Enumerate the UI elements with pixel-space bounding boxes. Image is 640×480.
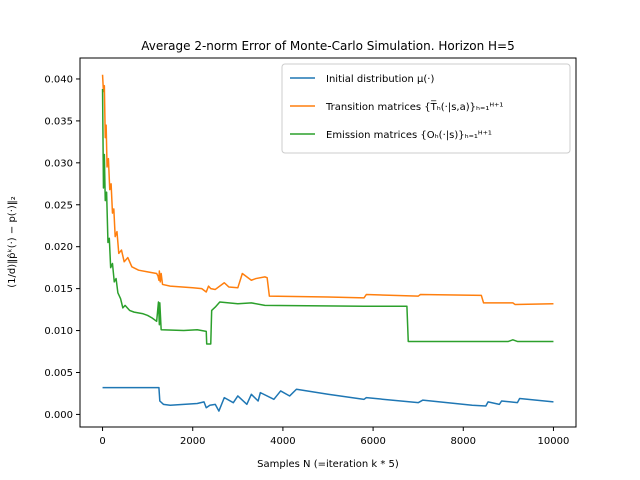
x-tick-label: 6000 xyxy=(360,436,385,447)
x-tick-label: 2000 xyxy=(180,436,205,447)
x-tick-label: 10000 xyxy=(538,436,570,447)
legend-label-3: Emission matrices {Oₕ(·|s)}ₕ₌₁ᴴ⁺¹ xyxy=(326,130,492,141)
chart-title: Average 2-norm Error of Monte-Carlo Simu… xyxy=(141,39,515,53)
y-tick-label: 0.035 xyxy=(44,116,73,127)
series-line-2 xyxy=(101,74,554,306)
series-line-3 xyxy=(101,89,554,345)
y-tick-label: 0.040 xyxy=(44,74,73,85)
legend-label-1: Initial distribution μ(·) xyxy=(326,74,434,85)
x-axis-label: Samples N (=iteration k * 5) xyxy=(257,459,399,470)
legend: Initial distribution μ(·) Transition matr… xyxy=(281,63,571,154)
legend-frame xyxy=(281,63,571,154)
plot-frame xyxy=(79,57,577,428)
y-tick-label: 0.030 xyxy=(44,158,73,169)
plot-area xyxy=(79,57,577,428)
series-line-1 xyxy=(102,386,554,412)
legend-label-2: Transition matrices {T̅ₕ(·|s,a)}ₕ₌₁ᴴ⁺¹ xyxy=(325,100,503,113)
x-tick-label: 4000 xyxy=(270,436,295,447)
y-axis-label: (1/d)‖p̂ᵏ(·) − p(·)‖₂ xyxy=(6,196,18,288)
y-axis: 0.000 0.005 0.010 0.015 0.020 0.025 0.030 0.035… xyxy=(44,74,80,421)
y-tick-label: 0.010 xyxy=(44,326,73,337)
series-layer xyxy=(101,74,554,412)
y-tick-label: 0.000 xyxy=(44,410,73,421)
y-tick-label: 0.015 xyxy=(44,284,73,295)
x-tick-label: 0 xyxy=(99,436,105,447)
y-tick-label: 0.005 xyxy=(44,368,73,379)
x-tick-label: 8000 xyxy=(451,436,476,447)
y-tick-label: 0.020 xyxy=(44,242,73,253)
x-axis: 0 2000 4000 6000 8000 10000 xyxy=(99,427,569,447)
y-tick-label: 0.025 xyxy=(44,200,73,211)
